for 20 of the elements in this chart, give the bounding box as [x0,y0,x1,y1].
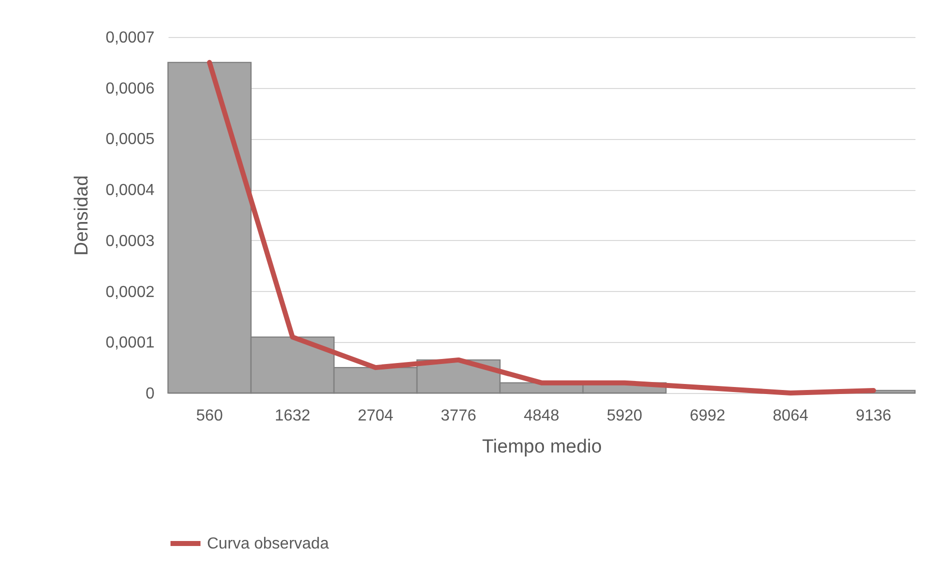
y-tick-label: 0,0006 [106,80,155,98]
y-tick-label: 0,0002 [106,284,155,301]
legend-label: Curva observada [207,536,329,552]
x-tick-label: 6992 [690,408,726,424]
x-tick-label: 4848 [524,408,560,424]
y-tick-label: 0 [146,386,155,402]
x-tick-label: 9136 [856,408,892,424]
x-tick-label: 560 [196,408,223,424]
x-tick-label: 3776 [440,408,476,424]
x-tick-label: 8064 [772,408,808,424]
x-axis-title: Tiempo medio [482,436,602,458]
x-tick-label: 5920 [606,408,642,424]
y-axis-title: Densidad [72,175,93,256]
x-tick-label: 2704 [358,408,394,424]
x-tick-label: 1632 [274,408,310,424]
y-tick-label: 0,0005 [106,131,155,148]
y-tick-label: 0,0004 [106,182,155,200]
y-tick-label: 0,0007 [106,30,155,46]
y-tick-label: 0,0001 [106,334,155,352]
y-tick-label: 0,0003 [106,232,155,250]
